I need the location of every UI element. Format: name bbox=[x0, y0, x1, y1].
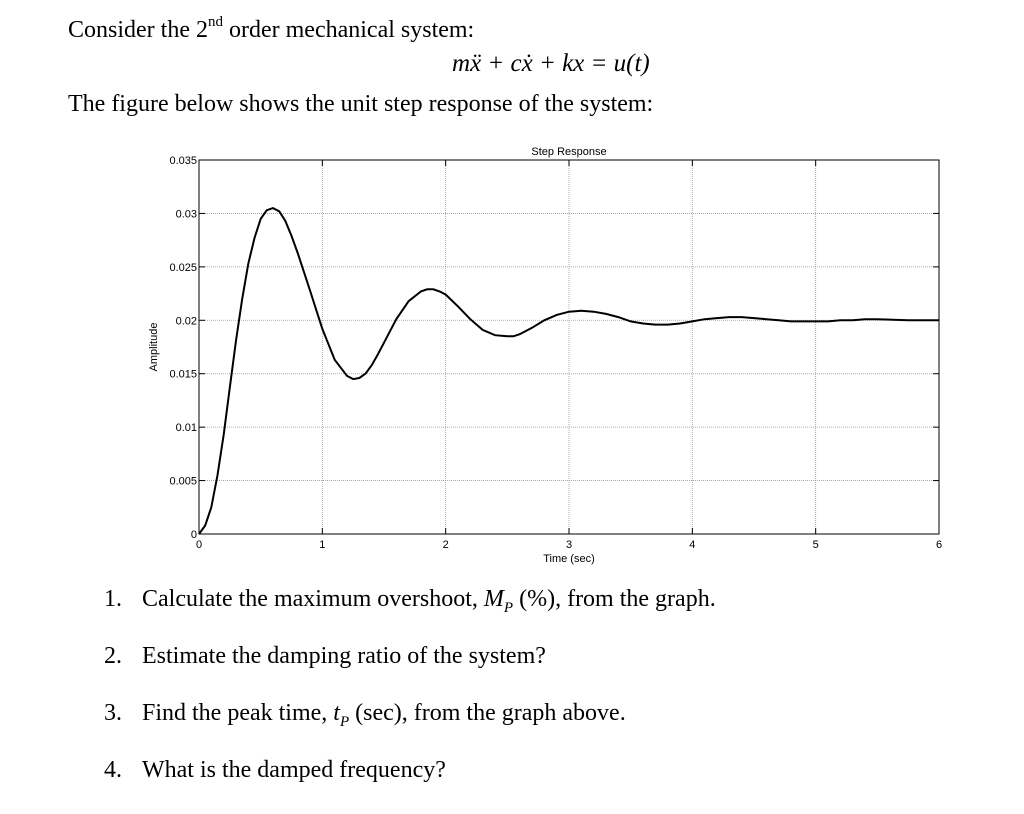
x-tick-label: 3 bbox=[566, 539, 572, 551]
y-tick-label: 0.01 bbox=[176, 422, 197, 434]
chart-title: Step Response bbox=[531, 146, 606, 158]
x-tick-label: 2 bbox=[443, 539, 449, 551]
question-text: Calculate the maximum overshoot, MP (%),… bbox=[142, 586, 716, 643]
y-axis-label: Amplitude bbox=[148, 323, 160, 372]
question-item: 1. Calculate the maximum overshoot, MP (%… bbox=[104, 586, 716, 643]
question-number: 4. bbox=[104, 757, 122, 783]
question-number: 3. bbox=[104, 700, 122, 726]
x-tick-label: 5 bbox=[813, 539, 819, 551]
question-text-after: (%), from the graph. bbox=[513, 586, 716, 612]
question-symbol-subscript: P bbox=[503, 599, 514, 616]
question-text: Find the peak time, tP (sec), from the g… bbox=[142, 700, 626, 757]
question-text-before: What is the damped frequency? bbox=[142, 757, 446, 783]
y-tick-label: 0 bbox=[191, 529, 197, 541]
equation-lhs: mẍ + cẋ + kx = bbox=[452, 50, 614, 77]
y-tick-label: 0.03 bbox=[176, 208, 197, 220]
question-symbol: MP bbox=[483, 586, 514, 616]
question-item: 3. Find the peak time, tP (sec), from the… bbox=[104, 700, 716, 757]
question-text-before: Estimate the damping ratio of the system… bbox=[142, 643, 546, 669]
equation-rhs: u(t) bbox=[613, 50, 650, 77]
question-number: 2. bbox=[104, 643, 122, 669]
question-number: 1. bbox=[104, 586, 122, 612]
step-response-chart: 0 1 2 3 4 5 6 0 0.005 0.01 0.015 0.02 0.025 0.03 0.03… bbox=[148, 146, 942, 565]
question-symbol-subscript: P bbox=[339, 713, 350, 730]
x-tick-label: 1 bbox=[319, 539, 325, 551]
question-text: What is the damped frequency? bbox=[142, 757, 446, 814]
figure-intro: The figure below shows the unit step res… bbox=[68, 91, 654, 117]
question-symbol: tP bbox=[333, 700, 350, 730]
question-text: Estimate the damping ratio of the system… bbox=[142, 643, 546, 700]
grid bbox=[199, 160, 939, 534]
y-tick-label: 0.035 bbox=[169, 155, 197, 167]
question-item: 2. Estimate the damping ratio of the syst… bbox=[104, 643, 716, 700]
intro-prefix: Consider the 2 bbox=[68, 17, 208, 43]
question-item: 4. What is the damped frequency? bbox=[104, 757, 716, 814]
x-axis-label: Time (sec) bbox=[543, 553, 595, 565]
intro-superscript: nd bbox=[207, 14, 223, 30]
y-tick-label: 0.025 bbox=[169, 262, 197, 274]
step-response-line bbox=[198, 207, 939, 535]
question-text-after: (sec), from the graph above. bbox=[349, 700, 626, 726]
question-text-before: Calculate the maximum overshoot, bbox=[142, 586, 484, 612]
intro-suffix: order mechanical system: bbox=[222, 17, 475, 43]
y-tick-label: 0.005 bbox=[169, 476, 197, 488]
x-axis-ticks: 0 1 2 3 4 5 6 bbox=[196, 160, 942, 551]
equation-of-motion: mẍ + cẋ + kx = u(t) bbox=[452, 50, 650, 78]
x-tick-label: 0 bbox=[196, 539, 202, 551]
problem-intro: Consider the 2nd order mechanical system… bbox=[68, 14, 475, 44]
x-tick-label: 6 bbox=[936, 539, 942, 551]
y-tick-label: 0.02 bbox=[176, 315, 197, 327]
y-axis-ticks: 0 0.005 0.01 0.015 0.02 0.025 0.03 0.035 bbox=[169, 155, 939, 541]
y-tick-label: 0.015 bbox=[169, 369, 197, 381]
question-list: 1. Calculate the maximum overshoot, MP (%… bbox=[104, 586, 716, 814]
question-text-before: Find the peak time, bbox=[142, 700, 334, 726]
x-tick-label: 4 bbox=[689, 539, 695, 551]
